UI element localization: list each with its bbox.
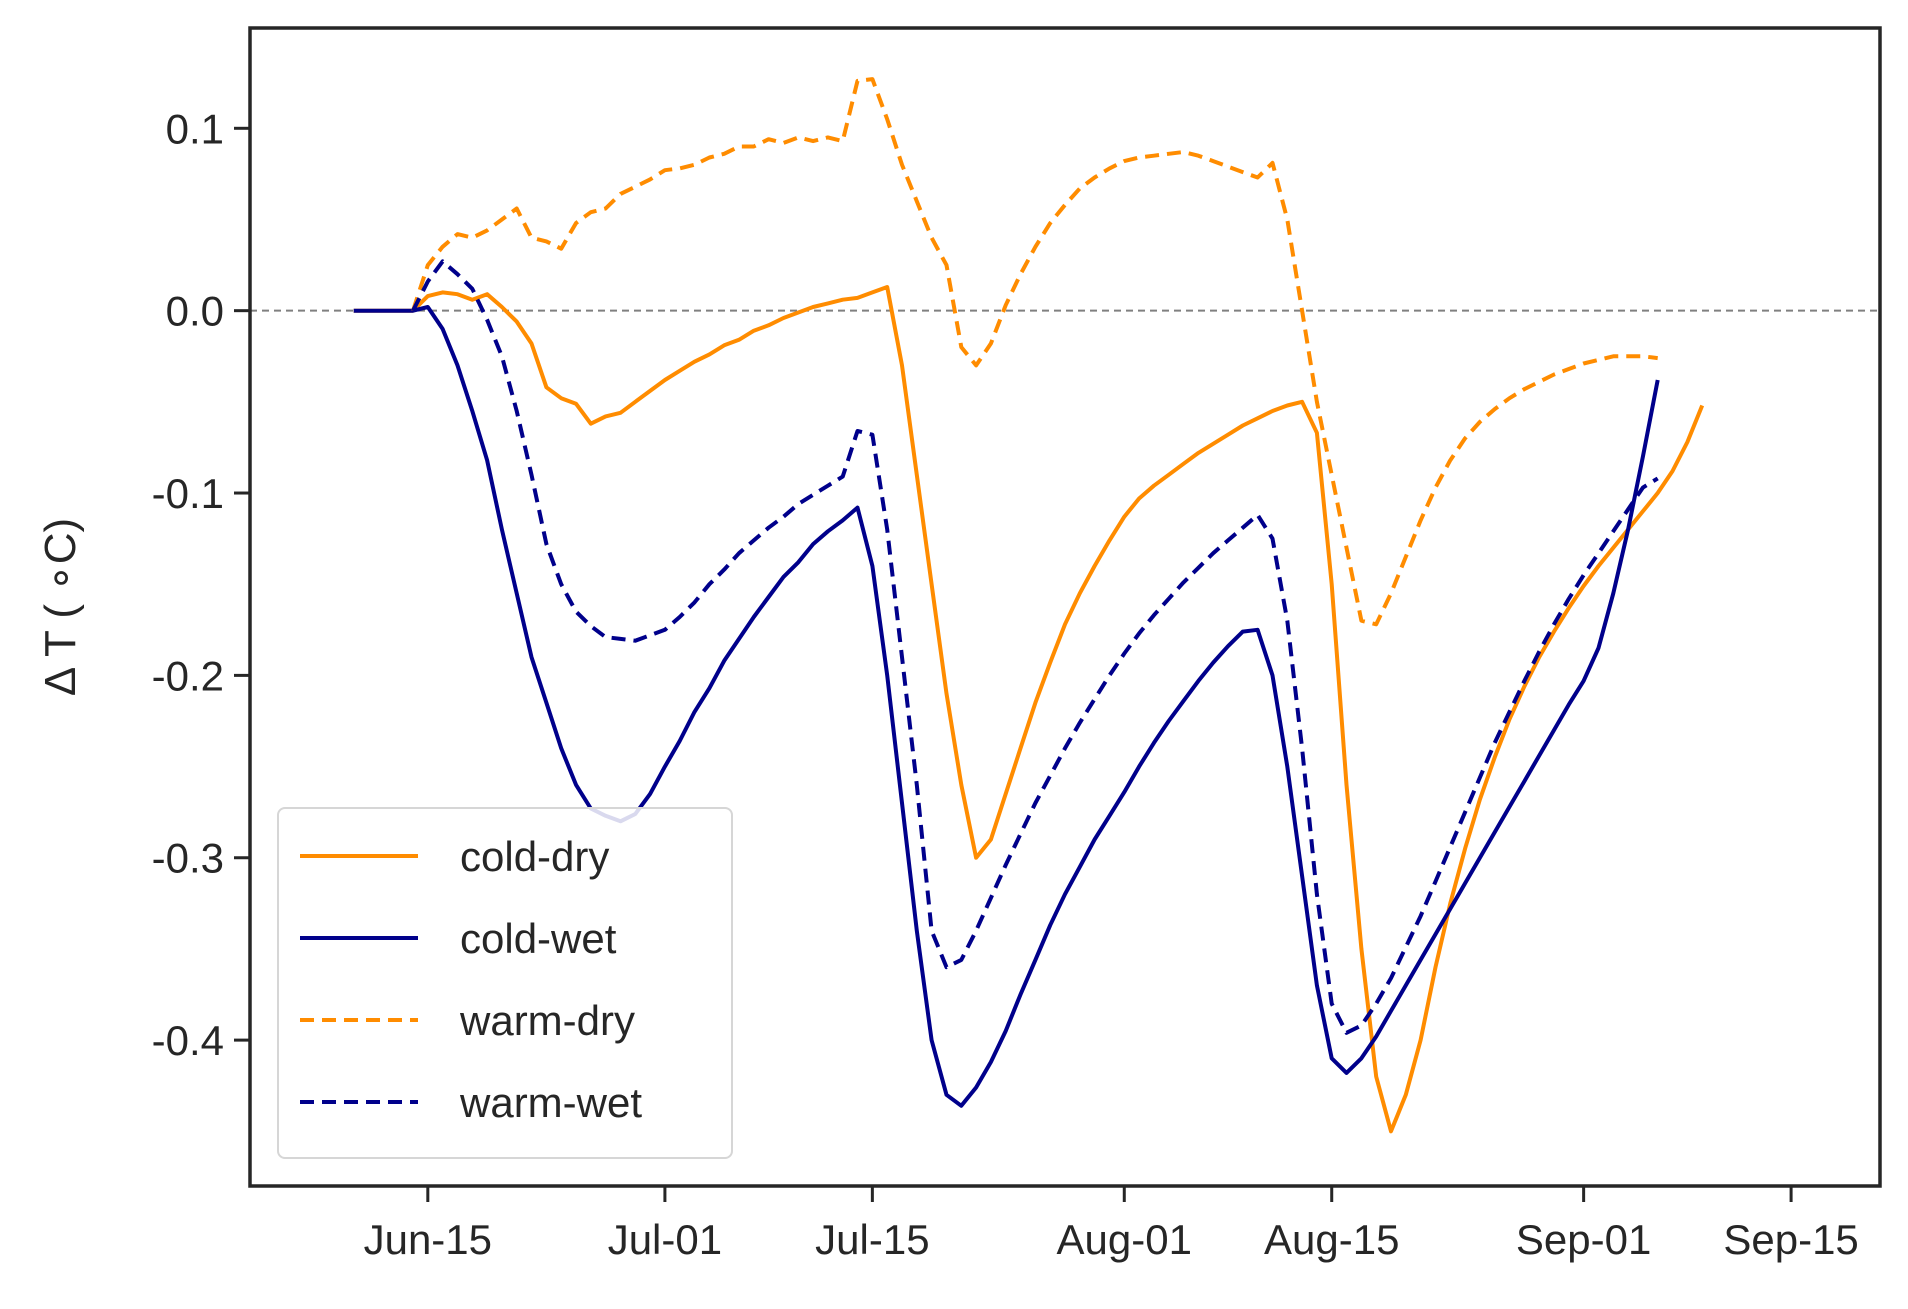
plot-frame <box>248 26 1882 1188</box>
y-tick-label: -0.1 <box>152 470 224 517</box>
x-tick-label: Jul-01 <box>608 1216 722 1263</box>
x-tick-label: Aug-01 <box>1057 1216 1192 1263</box>
legend-box <box>277 807 733 1159</box>
x-axis: Jun-15 Jul-01 Jul-15 Aug-01 Aug-15 Sep-01 Sep-… <box>364 1186 1859 1263</box>
legend-label-cold-wet: cold-wet <box>460 915 617 962</box>
x-tick-label: Sep-15 <box>1723 1216 1858 1263</box>
x-tick-label: Sep-01 <box>1516 1216 1651 1263</box>
x-tick-label: Aug-15 <box>1264 1216 1399 1263</box>
x-tick-label: Jul-15 <box>815 1216 929 1263</box>
legend: cold-dry cold-wet warm-dry warm-wet <box>277 807 733 1159</box>
series-line-cold-dry <box>353 285 1705 1134</box>
legend-label-warm-dry: warm-dry <box>459 997 635 1044</box>
y-axis: 0.1 0.0 -0.1 -0.2 -0.3 -0.4 <box>152 105 250 1064</box>
y-axis-label: Δ T ( ∘C) <box>36 518 85 696</box>
y-tick-label: -0.2 <box>152 652 224 699</box>
legend-label-warm-wet: warm-wet <box>459 1079 642 1126</box>
y-tick-label: 0.0 <box>166 288 224 335</box>
y-tick-label: 0.1 <box>166 105 224 152</box>
series-line-warm-wet <box>411 259 1659 1035</box>
y-tick-label: -0.3 <box>152 835 224 882</box>
series-line-warm-dry <box>411 77 1658 627</box>
y-tick-label: -0.4 <box>152 1017 224 1064</box>
legend-label-cold-dry: cold-dry <box>460 833 609 880</box>
x-tick-label: Jun-15 <box>364 1216 492 1263</box>
